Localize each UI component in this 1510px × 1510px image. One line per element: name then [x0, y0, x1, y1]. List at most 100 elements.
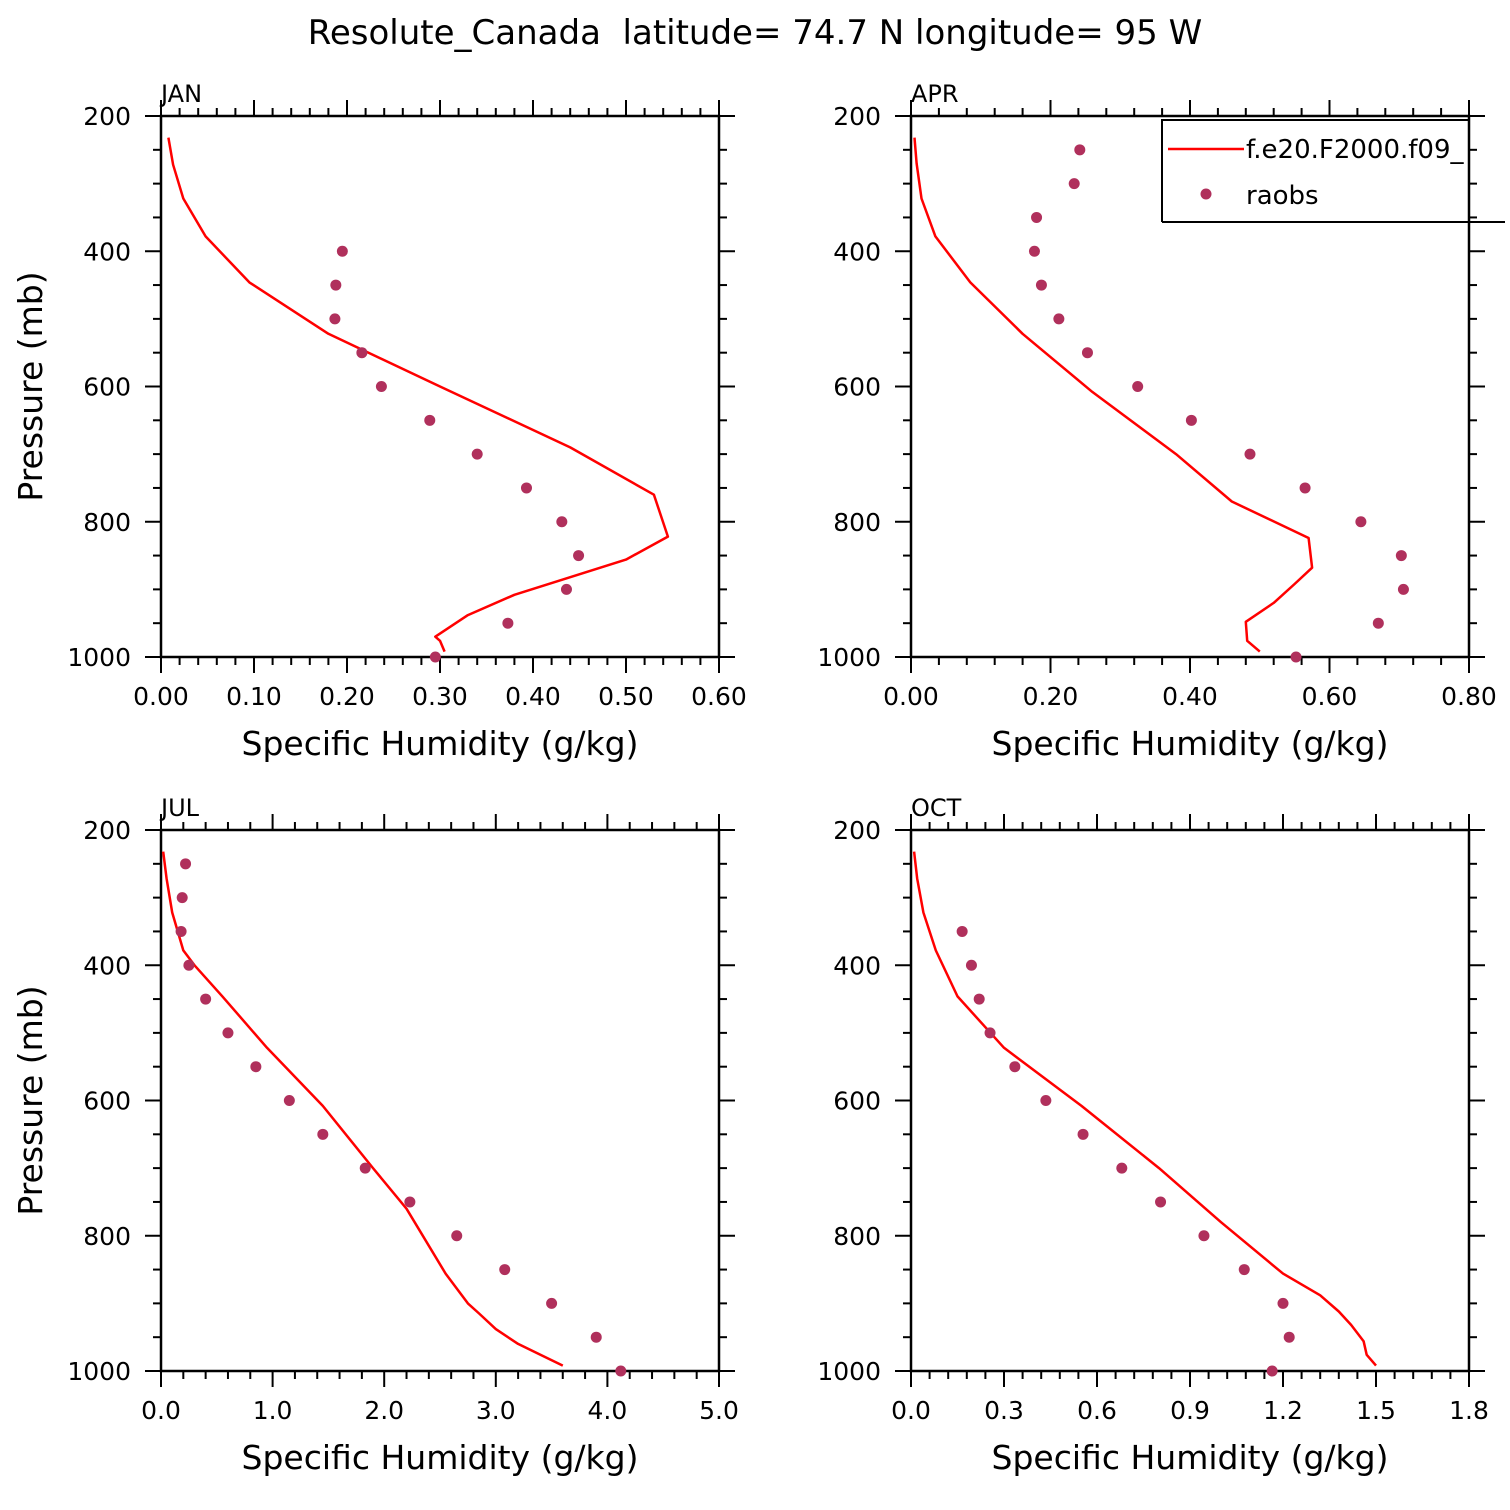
legend-border: [1161, 119, 1469, 222]
x-tick-label: 0.80: [1441, 682, 1497, 711]
obs-point: [200, 993, 212, 1005]
x-axis-label: Specific Humidity (g/kg): [992, 724, 1389, 763]
obs-point: [1081, 347, 1093, 359]
panel-jul: JUL 0.0 1.0 2.0 3.0 4.0 5.0 200 400 600 800 1000 Spe…: [11, 794, 739, 1477]
plot-frame: [909, 828, 1471, 1373]
y-tick-label: 200: [833, 816, 881, 845]
y-tick-label: 1000: [817, 1357, 881, 1386]
obs-point: [1299, 482, 1311, 494]
obs-point: [1053, 313, 1065, 325]
obs-point: [502, 617, 514, 629]
obs-point: [1277, 1297, 1289, 1309]
legend-obs-swatch: [1200, 188, 1212, 200]
y-tick-label: 600: [83, 373, 131, 402]
model-line: [912, 851, 1377, 1367]
obs-point: [1074, 144, 1086, 156]
obs-point: [283, 1095, 295, 1106]
obs-point: [1238, 1264, 1250, 1276]
y-tick-label: 200: [83, 816, 131, 845]
obs-point: [359, 1162, 371, 1174]
panel-label: JUL: [159, 794, 200, 822]
obs-point: [1355, 516, 1367, 528]
obs-point: [250, 1061, 262, 1073]
x-tick-label: 0.60: [1302, 682, 1358, 711]
obs-point: [1290, 651, 1302, 663]
panel-apr: APR 0.00 0.20 0.40 0.60 0.80 200 400 600 800 1000 S…: [817, 80, 1505, 763]
panel-jan: JAN 0.00 0.10 0.20 0.30 0.40 0.50 0.60 200 400 600…: [11, 80, 747, 763]
obs-point: [1397, 583, 1409, 595]
panel-label: APR: [911, 80, 959, 108]
obs-point: [615, 1365, 627, 1377]
obs-point: [590, 1331, 602, 1343]
obs-point: [180, 858, 192, 870]
obs-point: [429, 651, 441, 663]
obs-point: [1009, 1061, 1021, 1073]
model-line: [167, 137, 670, 653]
obs-point: [451, 1230, 463, 1242]
model-line: [161, 851, 564, 1367]
y-tick-label: 600: [833, 1087, 881, 1116]
obs-point: [499, 1264, 511, 1276]
legend-obs-label: raobs: [1246, 181, 1319, 211]
legend-model-label: f.e20.F2000.f09_: [1246, 135, 1464, 165]
x-tick-label: 0.00: [133, 682, 189, 711]
y-tick-label: 1000: [67, 1357, 131, 1386]
panel-oct: OCT 0.0 0.3 0.6 0.9 1.2 1.5 1.8 200 400 600 800 1000…: [817, 794, 1489, 1477]
obs-point: [1198, 1230, 1210, 1242]
x-tick-label: 0.9: [1170, 1396, 1210, 1425]
obs-point: [556, 516, 568, 528]
x-axis-label: Specific Humidity (g/kg): [242, 1438, 639, 1477]
obs-point: [222, 1027, 234, 1039]
obs-point: [1068, 178, 1080, 190]
x-tick-label: 0.6: [1077, 1396, 1117, 1425]
obs-point: [956, 925, 968, 937]
y-tick-label: 400: [83, 237, 131, 266]
x-axis-label: Specific Humidity (g/kg): [992, 1438, 1389, 1477]
obs-point: [1028, 245, 1040, 257]
obs-point: [1395, 550, 1407, 562]
obs-point: [336, 245, 348, 257]
x-tick-label: 0.60: [691, 682, 747, 711]
obs-point: [973, 993, 985, 1005]
plot-frame: [909, 114, 1471, 659]
y-tick-label: 600: [83, 1087, 131, 1116]
obs-point: [471, 448, 483, 460]
x-tick-label: 1.0: [253, 1396, 293, 1425]
panel-label: JAN: [159, 80, 202, 108]
obs-point: [1116, 1162, 1128, 1174]
y-tick-label: 800: [833, 1222, 881, 1251]
obs-point: [560, 583, 572, 595]
obs-point: [183, 959, 195, 971]
obs-point: [317, 1128, 329, 1140]
model-line: [913, 137, 1314, 653]
x-tick-label: 0.20: [1023, 682, 1079, 711]
obs-point: [1185, 414, 1197, 426]
y-tick-label: 200: [83, 102, 131, 131]
y-tick-label: 400: [833, 951, 881, 980]
x-tick-label: 5.0: [699, 1396, 739, 1425]
obs-point: [356, 347, 368, 359]
x-tick-label: 4.0: [588, 1396, 628, 1425]
obs-point: [573, 550, 585, 562]
obs-point: [375, 381, 387, 392]
y-tick-label: 600: [833, 373, 881, 402]
obs-point: [1035, 279, 1047, 291]
obs-point: [330, 279, 342, 291]
obs-point: [424, 414, 436, 426]
x-tick-label: 0.00: [883, 682, 939, 711]
obs-point: [1283, 1331, 1295, 1343]
obs-point: [1132, 381, 1144, 392]
x-tick-label: 2.0: [364, 1396, 404, 1425]
x-tick-label: 1.2: [1263, 1396, 1303, 1425]
obs-point: [1040, 1095, 1052, 1106]
obs-point: [329, 313, 341, 325]
x-tick-label: 0.0: [891, 1396, 931, 1425]
y-axis-label: Pressure (mb): [11, 985, 50, 1215]
obs-point: [1266, 1365, 1278, 1377]
y-tick-label: 800: [83, 1222, 131, 1251]
y-tick-label: 800: [83, 508, 131, 537]
y-tick-label: 200: [833, 102, 881, 131]
x-tick-label: 0.20: [319, 682, 375, 711]
obs-point: [1372, 617, 1384, 629]
